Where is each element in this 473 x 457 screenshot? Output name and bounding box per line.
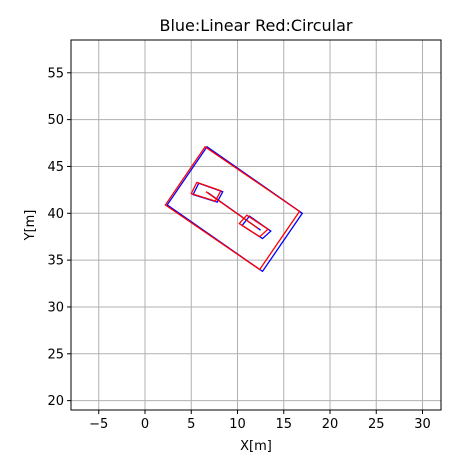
red-polygon-mark (238, 214, 270, 238)
y-tick-label: 25 (47, 347, 64, 362)
y-tick-label: 20 (47, 394, 64, 409)
x-tick-label: 15 (275, 417, 292, 432)
y-tick-label: 30 (47, 300, 64, 315)
x-tick-label: 5 (187, 417, 195, 432)
red-polygon-mark (164, 145, 301, 271)
y-tick-label: 55 (47, 66, 64, 81)
x-tick-label: 0 (141, 417, 149, 432)
plot-frame (70, 39, 442, 411)
data-layer (164, 145, 304, 273)
x-tick-label: 20 (322, 417, 339, 432)
ticks: −5 0 5 10 15 20 25 30 20 25 30 35 40 45 50 55 (47, 66, 430, 432)
plot-area (71, 40, 441, 410)
chart-title: Blue:Linear Red:Circular (159, 16, 352, 35)
red-line-mark (205, 191, 259, 229)
x-tick-label: 25 (368, 417, 385, 432)
y-tick-label: 35 (47, 254, 64, 269)
x-tick-label: 30 (414, 417, 431, 432)
y-tick-label: 50 (47, 113, 64, 128)
x-axis-label: X[m] (240, 439, 272, 454)
y-axis-label: Y[m] (23, 210, 38, 242)
x-tick-label: −5 (89, 417, 108, 432)
x-tick-label: 10 (229, 417, 246, 432)
y-tick-label: 40 (47, 207, 64, 222)
y-tick-label: 45 (47, 160, 64, 175)
red-polygon-mark (190, 181, 222, 202)
grid (71, 40, 441, 410)
